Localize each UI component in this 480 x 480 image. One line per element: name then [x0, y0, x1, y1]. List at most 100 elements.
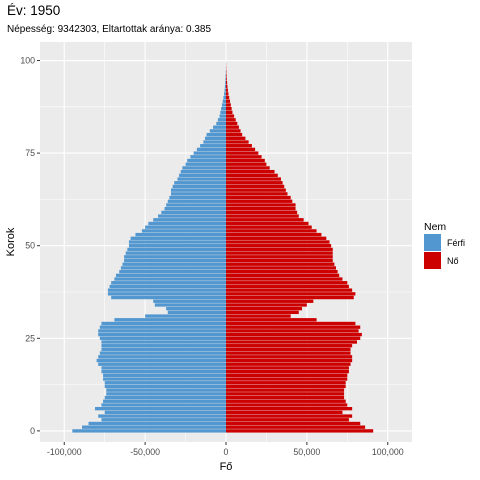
bar-ferfi: [171, 188, 226, 192]
bar-no: [226, 347, 351, 352]
x-tick-label: 50,000: [293, 447, 320, 457]
bar-no: [226, 244, 332, 248]
bar-ferfi: [167, 199, 226, 203]
bar-ferfi: [225, 81, 226, 85]
bar-no: [226, 107, 232, 111]
bar-no: [226, 132, 243, 137]
bar-no: [226, 336, 361, 340]
bar-no: [226, 418, 349, 422]
bar-ferfi: [221, 103, 226, 107]
bar-ferfi: [101, 344, 226, 348]
bar-ferfi: [107, 288, 226, 292]
bar-no: [226, 384, 346, 389]
bar-no: [226, 199, 293, 203]
bar-ferfi: [96, 358, 226, 363]
bar-ferfi: [204, 136, 226, 140]
bar-ferfi: [223, 95, 226, 100]
bar-ferfi: [94, 407, 226, 411]
bar-ferfi: [98, 355, 226, 359]
bar-ferfi: [190, 155, 226, 159]
bar-ferfi: [145, 225, 226, 229]
bar-no: [226, 81, 228, 85]
bar-ferfi: [206, 132, 226, 137]
bar-no: [226, 362, 351, 366]
bar-no: [226, 214, 299, 218]
bar-ferfi: [98, 362, 226, 366]
bar-ferfi: [180, 169, 226, 174]
bar-no: [226, 151, 259, 155]
bar-no: [226, 121, 238, 126]
bar-ferfi: [166, 307, 226, 311]
bar-no: [226, 377, 348, 381]
bar-no: [226, 251, 333, 255]
bar-no: [226, 229, 317, 233]
bar-ferfi: [111, 295, 226, 300]
bar-no: [226, 92, 229, 96]
bar-no: [226, 210, 298, 215]
bar-no: [226, 381, 346, 385]
legend-label-no: Nő: [447, 256, 459, 266]
bar-no: [226, 369, 349, 374]
bar-no: [226, 277, 343, 281]
legend-title: Nem: [424, 221, 446, 233]
bar-ferfi: [209, 129, 226, 133]
bar-ferfi: [124, 255, 226, 259]
bar-no: [226, 110, 233, 115]
bar-no: [226, 147, 256, 152]
bar-no: [226, 266, 336, 270]
bar-no: [226, 288, 353, 292]
bar-ferfi: [193, 151, 226, 155]
bar-no: [226, 144, 252, 148]
bar-ferfi: [128, 244, 226, 248]
bar-no: [226, 325, 361, 329]
bar-no: [226, 73, 227, 77]
bar-ferfi: [135, 232, 226, 237]
bar-no: [226, 392, 345, 396]
bar-ferfi: [122, 262, 226, 266]
bar-no: [226, 184, 285, 189]
bar-no: [226, 295, 354, 300]
bar-ferfi: [88, 421, 227, 426]
bar-ferfi: [185, 162, 226, 166]
bar-ferfi: [104, 381, 226, 385]
legend-label-ferfi: Férfi: [447, 238, 465, 248]
bar-no: [226, 321, 356, 326]
bar-ferfi: [174, 181, 226, 185]
bar-no: [226, 114, 235, 118]
bar-no: [226, 236, 327, 240]
series-no-bars: [226, 62, 374, 433]
bar-ferfi: [101, 347, 226, 352]
bar-no: [226, 273, 340, 277]
bar-no: [226, 269, 338, 274]
bar-ferfi: [103, 377, 226, 381]
bar-ferfi: [98, 332, 226, 337]
bar-no: [226, 332, 362, 337]
x-axis-title: Fő: [220, 461, 233, 473]
bar-no: [226, 247, 333, 252]
bar-ferfi: [104, 410, 226, 415]
bar-no: [226, 255, 333, 259]
bar-ferfi: [107, 292, 226, 296]
bar-no: [226, 303, 307, 307]
bar-no: [226, 414, 353, 418]
bar-no: [226, 77, 227, 81]
bar-ferfi: [224, 88, 226, 92]
bar-ferfi: [120, 266, 226, 270]
bar-no: [226, 355, 353, 359]
bar-ferfi: [221, 107, 226, 111]
bar-no: [226, 299, 314, 303]
bar-no: [226, 258, 333, 263]
y-tick-label: 50: [25, 241, 35, 251]
y-axis: 0 25 50 75 100: [20, 56, 40, 436]
bar-ferfi: [98, 414, 226, 418]
legend-key-ferfi: [424, 234, 441, 251]
bar-no: [226, 177, 281, 181]
bar-no: [226, 181, 283, 185]
y-axis-title: Korok: [5, 227, 17, 256]
bar-ferfi: [103, 399, 226, 403]
x-axis: -100,000 -50,000 0 50,000 100,000: [47, 442, 404, 457]
bar-ferfi: [103, 373, 226, 377]
bar-ferfi: [99, 336, 226, 340]
bar-ferfi: [182, 166, 226, 170]
bar-ferfi: [141, 229, 226, 233]
